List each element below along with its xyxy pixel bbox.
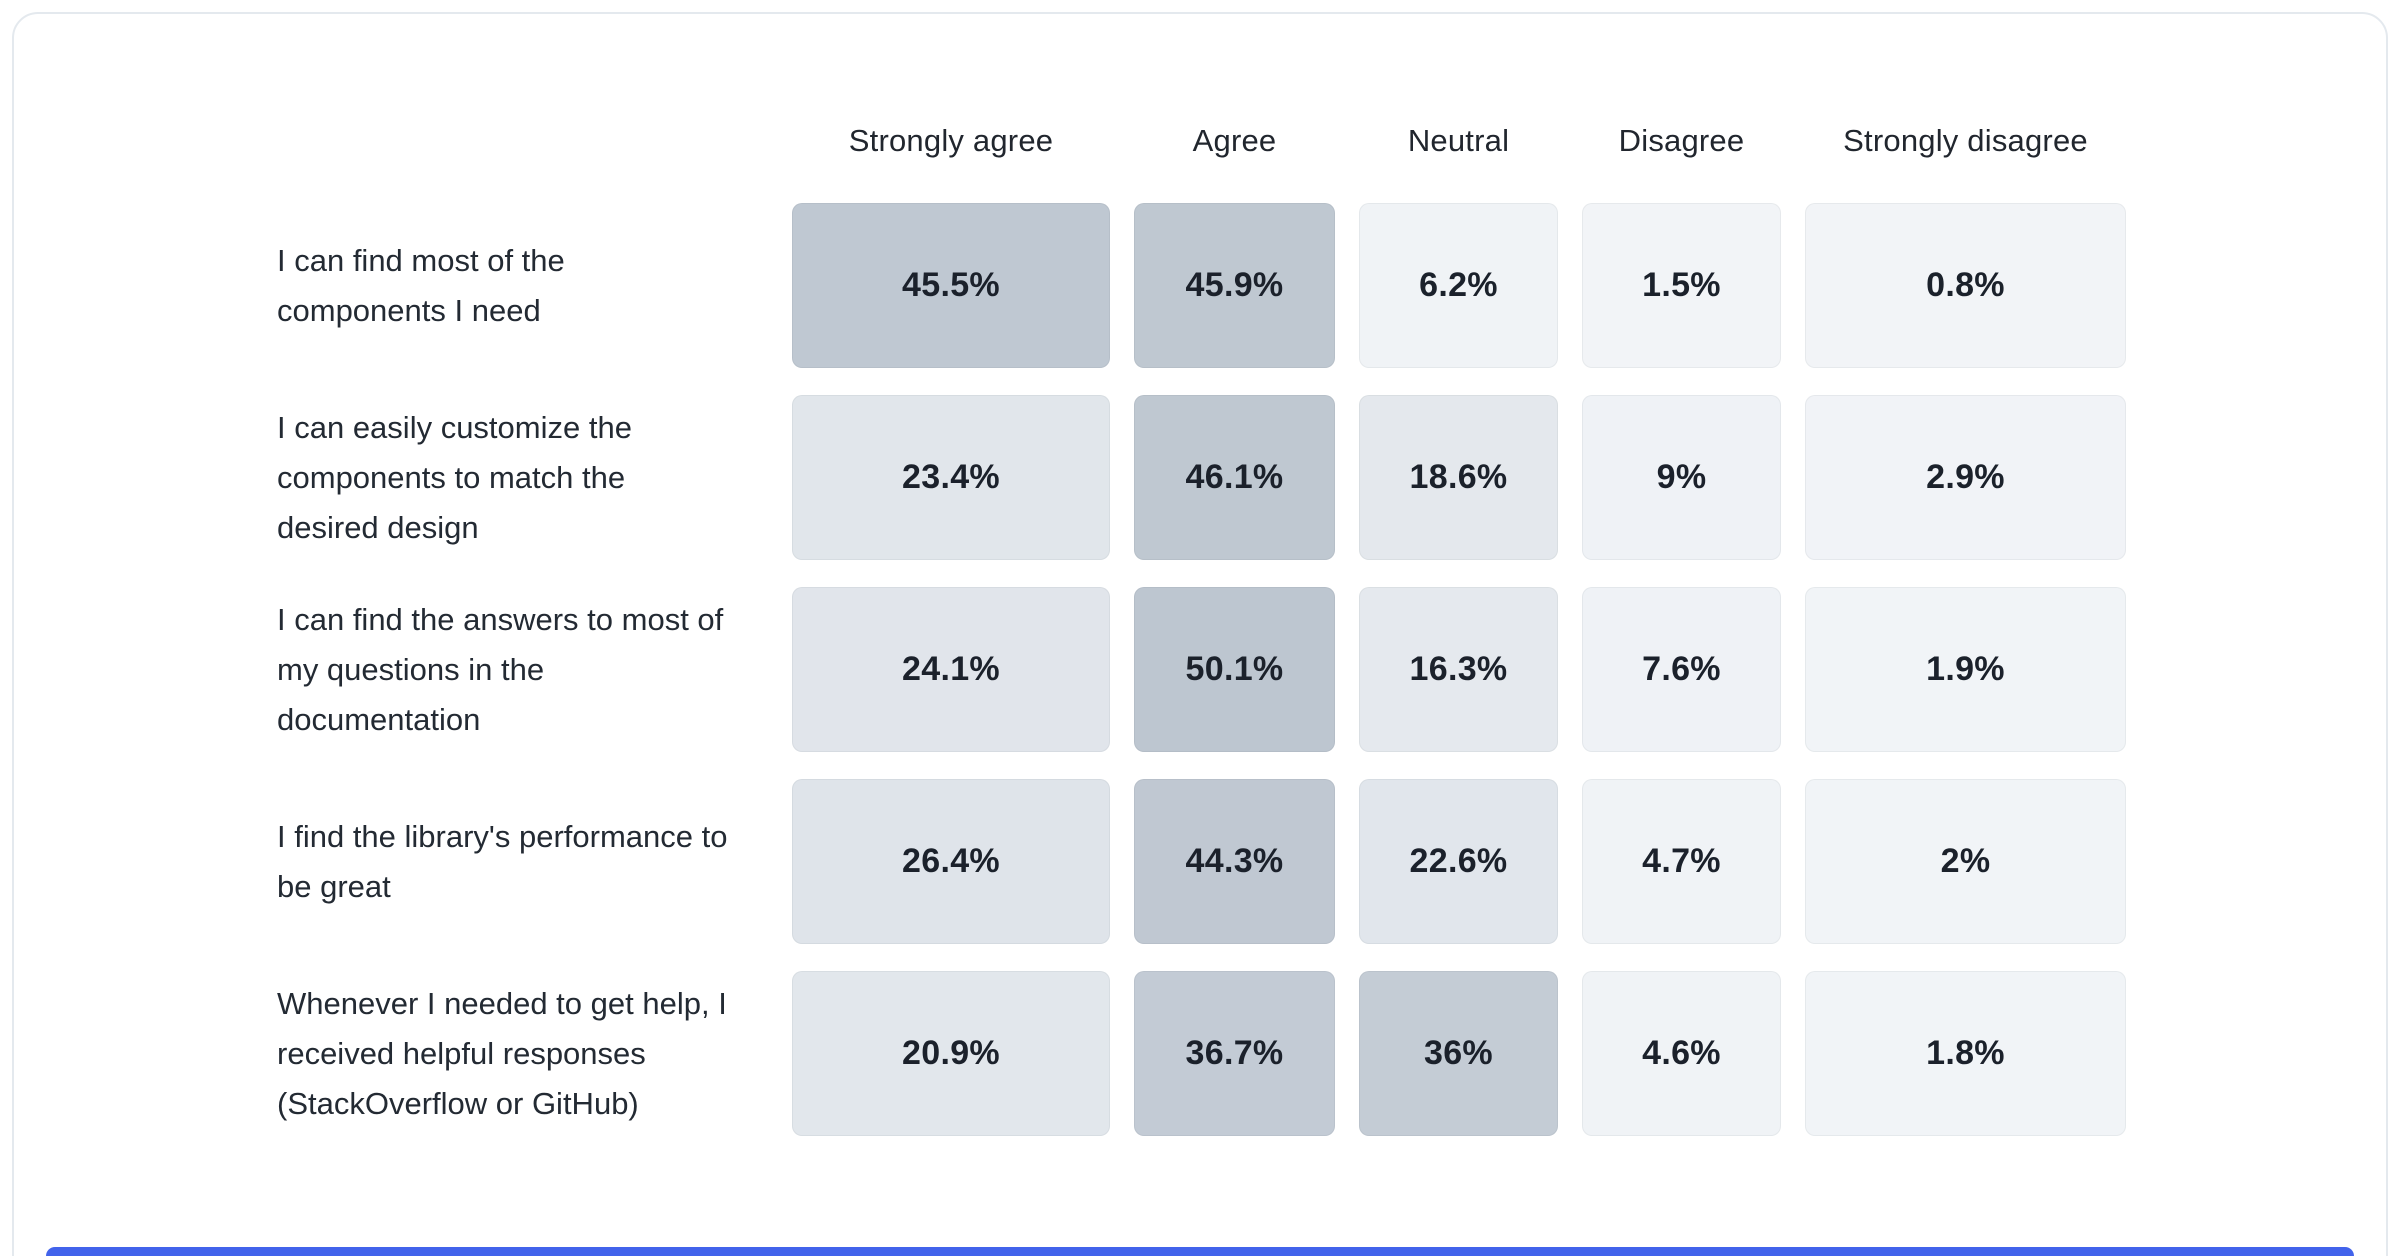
heatmap-cell: 16.3%: [1359, 587, 1558, 752]
cell-value: 6.2%: [1419, 266, 1498, 304]
heatmap-cell: 50.1%: [1134, 587, 1335, 752]
column-header: Disagree: [1618, 123, 1745, 158]
cell-value: 26.4%: [902, 842, 1000, 880]
bottom-accent-bar: [46, 1247, 2354, 1256]
column-header: Neutral: [1407, 123, 1510, 158]
heatmap-cell: 24.1%: [792, 587, 1110, 752]
heatmap-cell: 26.4%: [792, 779, 1110, 944]
cell-value: 50.1%: [1185, 650, 1284, 688]
heatmap-cell: 9%: [1582, 395, 1781, 560]
cell-value: 1.9%: [1926, 650, 2005, 688]
heatmap-cell: 20.9%: [792, 971, 1110, 1136]
cell-value: 45.9%: [1185, 266, 1284, 304]
cell-value: 0.8%: [1926, 266, 2005, 304]
cell-value: 46.1%: [1185, 458, 1284, 496]
likert-heatmap-table: Strongly agree Agree Neutral Disagree Strong…: [14, 14, 2386, 1136]
heatmap-cell: 44.3%: [1134, 779, 1335, 944]
cell-value: 1.5%: [1642, 266, 1721, 304]
cell-value: 4.7%: [1642, 842, 1721, 880]
heatmap-cell: 6.2%: [1359, 203, 1558, 368]
cell-value: 20.9%: [902, 1034, 1000, 1072]
cell-value: 1.8%: [1926, 1034, 2005, 1072]
cell-value: 16.3%: [1409, 650, 1508, 688]
cell-value: 44.3%: [1185, 842, 1284, 880]
column-header: Strongly agree: [848, 123, 1054, 158]
cell-value: 36%: [1424, 1034, 1493, 1072]
column-header: Agree: [1192, 123, 1277, 158]
heatmap-cell: 1.5%: [1582, 203, 1781, 368]
heatmap-cell: 7.6%: [1582, 587, 1781, 752]
heatmap-cell: 46.1%: [1134, 395, 1335, 560]
heatmap-cell: 4.6%: [1582, 971, 1781, 1136]
heatmap-cell: 18.6%: [1359, 395, 1558, 560]
heatmap-cell: 22.6%: [1359, 779, 1558, 944]
column-header: Strongly disagree: [1843, 123, 2088, 158]
row-label: I find the library's performance to be g…: [277, 818, 728, 904]
heatmap-cell: 2.9%: [1805, 395, 2126, 560]
cell-value: 9%: [1656, 458, 1707, 496]
cell-value: 2.9%: [1926, 458, 2005, 496]
cell-value: 45.5%: [902, 266, 1000, 304]
corner-spacer: [277, 106, 768, 176]
heatmap-cell: 1.8%: [1805, 971, 2126, 1136]
row-label: I can easily customize the components to…: [277, 409, 632, 545]
heatmap-cell: 23.4%: [792, 395, 1110, 560]
heatmap-cell: 4.7%: [1582, 779, 1781, 944]
heatmap-cell: 2%: [1805, 779, 2126, 944]
cell-value: 36.7%: [1185, 1034, 1284, 1072]
cell-value: 23.4%: [902, 458, 1000, 496]
cell-value: 18.6%: [1409, 458, 1508, 496]
cell-value: 2%: [1940, 842, 1991, 880]
heatmap-cell: 1.9%: [1805, 587, 2126, 752]
cell-value: 7.6%: [1642, 650, 1721, 688]
cell-value: 22.6%: [1409, 842, 1508, 880]
heatmap-cell: 45.5%: [792, 203, 1110, 368]
cell-value: 4.6%: [1642, 1034, 1721, 1072]
row-label: Whenever I needed to get help, I receive…: [277, 985, 727, 1121]
heatmap-cell: 36.7%: [1134, 971, 1335, 1136]
row-label: I can find the answers to most of my que…: [277, 601, 724, 737]
survey-results-card: Strongly agree Agree Neutral Disagree Strong…: [12, 12, 2388, 1256]
cell-value: 24.1%: [902, 650, 1000, 688]
heatmap-cell: 36%: [1359, 971, 1558, 1136]
heatmap-cell: 0.8%: [1805, 203, 2126, 368]
heatmap-cell: 45.9%: [1134, 203, 1335, 368]
row-label: I can find most of the components I need: [277, 242, 565, 328]
